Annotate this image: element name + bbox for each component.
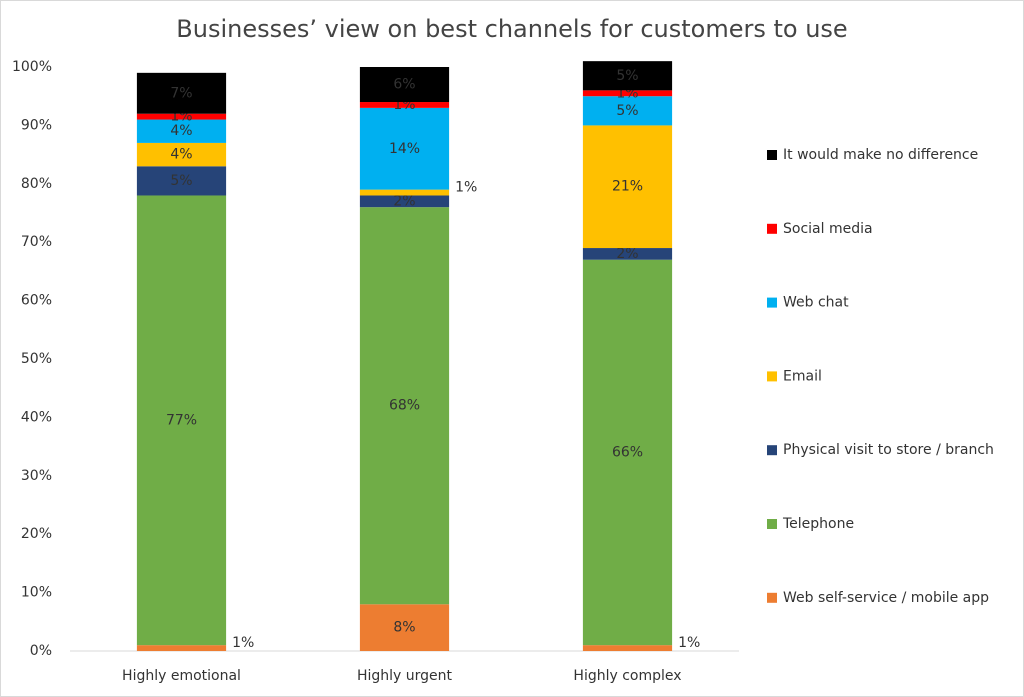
data-label: 6% [393,77,415,93]
y-tick-label: 20% [21,526,52,542]
bar-segment [136,113,227,120]
legend-label: Physical visit to store / branch [783,442,994,458]
legend-swatch [767,297,777,308]
y-tick-label: 40% [21,409,52,425]
legend-swatch [767,150,777,160]
data-label: 1% [455,180,477,196]
data-label: 5% [170,173,192,189]
data-label: 5% [616,68,638,84]
y-tick-label: 30% [21,468,52,484]
bar-segment [359,195,450,208]
bar-segment [582,125,673,249]
bar-segment [136,119,227,143]
bar-segment [136,72,227,114]
y-tick-label: 60% [21,293,52,309]
y-tick-label: 70% [21,234,52,250]
y-tick-label: 80% [21,176,52,192]
y-tick-label: 0% [30,643,52,659]
data-label: 2% [393,193,415,209]
data-label: 77% [166,412,197,428]
y-tick-label: 10% [21,585,52,601]
data-label: 1% [232,635,254,651]
bar-segment [136,195,227,646]
bar-segment [359,67,450,103]
bar-segment [136,166,227,196]
bar-segment [582,248,673,260]
data-label: 2% [616,246,638,262]
data-label: 1% [678,635,700,651]
bar-segment [359,207,450,605]
bar-segment [359,107,450,190]
bar-segment [582,96,673,126]
legend-swatch [767,445,777,456]
bar-segment [582,90,673,97]
x-tick-label: Highly emotional [122,668,241,684]
y-tick-label: 50% [21,351,52,367]
bar-segment [582,645,673,651]
x-tick-label: Highly urgent [357,668,453,684]
y-tick-label: 90% [21,117,52,133]
data-label: 4% [170,123,192,139]
legend-label: Telephone [782,516,854,532]
data-label: 66% [612,444,643,460]
legend-swatch [767,371,777,382]
legend-label: It would make no difference [783,147,978,163]
data-label: 4% [170,147,192,163]
bar-segment [582,61,673,91]
bar-segment [136,645,227,651]
bar-segment [582,259,673,646]
legend-swatch [767,592,777,603]
chart-title: Businesses’ view on best channels for cu… [176,15,847,43]
data-label: 68% [389,398,420,414]
bar-segment [359,604,450,651]
data-label: 21% [612,179,643,195]
data-label: 14% [389,141,420,157]
data-label: 7% [170,85,192,101]
legend-label: Web self-service / mobile app [783,590,989,606]
bar-segment [136,142,227,167]
y-tick-label: 100% [12,59,52,75]
legend-label: Web chat [783,295,849,311]
legend-label: Social media [783,221,873,237]
x-tick-label: Highly complex [573,668,681,684]
bar-segment [359,102,450,108]
data-label: 5% [616,103,638,119]
legend-swatch [767,223,777,234]
bar-segment [359,189,450,196]
legend-swatch [767,519,777,529]
data-label: 8% [393,620,415,636]
legend-label: Email [783,368,822,384]
